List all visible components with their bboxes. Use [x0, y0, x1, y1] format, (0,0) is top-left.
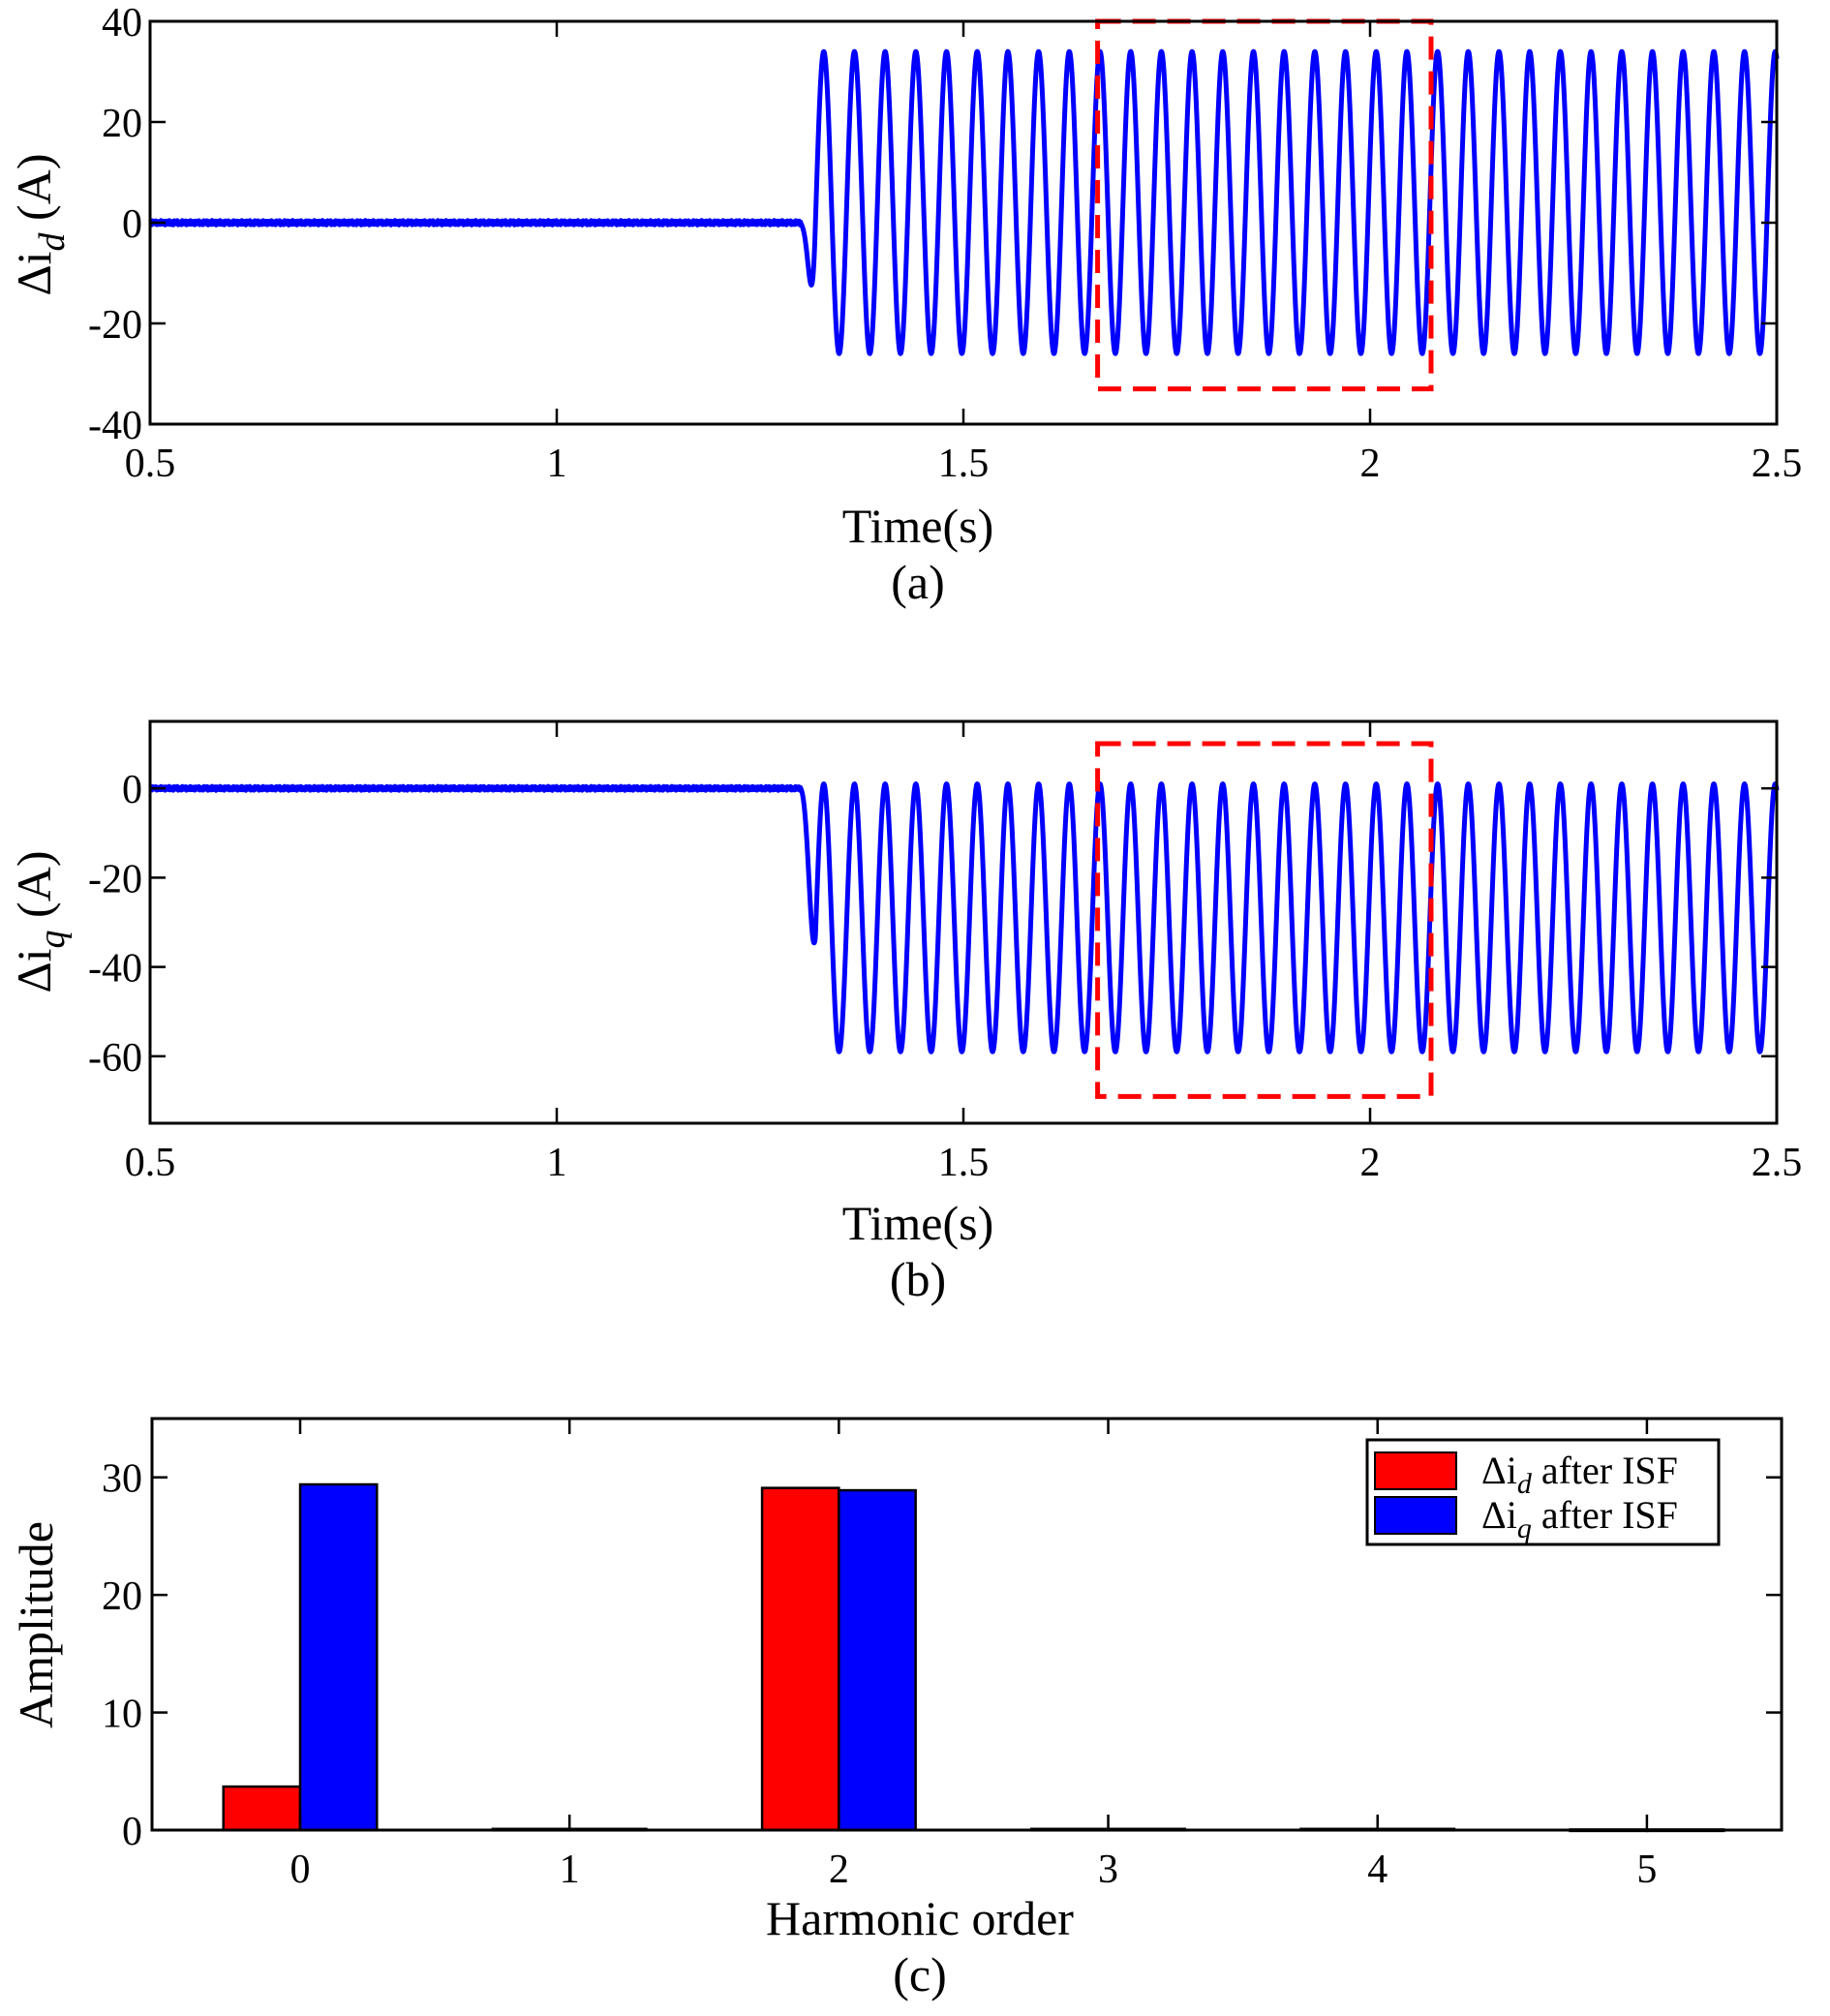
panel-b-time-series: 0.5 1 1.5 2 2.5 -60 -40 -20 0 Time(s) (b) Δiq (A… — [7, 719, 1802, 1306]
panel-b-caption: (b) — [890, 1252, 946, 1306]
legend-label-iq-rest: after ISF — [1532, 1493, 1678, 1537]
legend-label-id: Δid after ISF — [1481, 1449, 1678, 1500]
panel-a-x-axis-label: Time(s) — [842, 499, 994, 553]
panel-b-x-tick-label: 2.5 — [1752, 1141, 1803, 1185]
panel-c-y-tick-label: 20 — [102, 1574, 142, 1619]
panel-a-series-line-0 — [147, 48, 1780, 356]
panel-b-ticks: 0.5 1 1.5 2 2.5 -60 -40 -20 0 — [88, 721, 1802, 1185]
bar-id-order-2 — [760, 1486, 840, 1832]
panel-c-legend: Δid after ISF Δiq after ISF — [1365, 1438, 1721, 1546]
panel-b-y-axis-label: Δiq (A) — [7, 851, 73, 993]
panel-b-x-tick-label: 1.5 — [938, 1141, 990, 1185]
panel-b-y-tick-label: 0 — [122, 768, 142, 812]
panel-c-x-tick-label: 1 — [560, 1848, 580, 1892]
panel-b-y-label-base: Δi — [7, 948, 61, 993]
panel-b-y-tick-label: -20 — [88, 857, 142, 901]
panel-c-ticks: 0 1 2 3 4 5 0 10 20 30 — [102, 1419, 1782, 1892]
panel-c-y-tick-label: 10 — [102, 1693, 142, 1737]
panel-a-x-tick-label: 2.5 — [1752, 442, 1803, 486]
legend-swatch-id — [1374, 1451, 1457, 1490]
panel-a-y-tick-label: 0 — [122, 202, 142, 247]
panel-b-plot-content — [147, 741, 1780, 1099]
legend-label-iq: Δiq after ISF — [1481, 1493, 1678, 1544]
panel-b-x-tick-label: 0.5 — [125, 1141, 176, 1185]
panel-c-y-tick-label: 0 — [122, 1810, 142, 1854]
panel-b-x-tick-label: 1 — [547, 1141, 567, 1185]
panel-a-x-tick-label: 1 — [547, 442, 567, 486]
bar-id-order-0 — [222, 1785, 302, 1832]
panel-a-y-label-unit: (A) — [7, 154, 61, 233]
panel-b-y-tick-label: -40 — [88, 947, 142, 992]
panel-c-x-tick-label: 5 — [1636, 1848, 1657, 1892]
panel-a-y-tick-label: -40 — [88, 404, 142, 448]
legend-label-iq-sub: q — [1517, 1512, 1532, 1544]
panel-a-x-tick-label: 0.5 — [125, 442, 176, 486]
panel-b-series-line-0 — [147, 781, 1780, 1054]
legend-label-iq-base: Δi — [1481, 1493, 1517, 1537]
panel-a-time-series: 0.5 1 1.5 2 2.5 -40 -20 0 20 40 Time(s) (a) Δid (… — [7, 1, 1802, 609]
panel-a-x-tick-label: 1.5 — [938, 442, 990, 486]
panel-b-highlight-box — [1095, 741, 1434, 1099]
panel-a-ticks: 0.5 1 1.5 2 2.5 -40 -20 0 20 40 — [88, 1, 1802, 486]
panel-b-y-label-unit: (A) — [7, 851, 61, 931]
panel-c-x-tick-label: 2 — [829, 1848, 849, 1892]
panel-c-plot-frame — [150, 1417, 1784, 1832]
panel-a-caption: (a) — [891, 555, 945, 609]
panel-a-y-axis-label: Δid (A) — [7, 154, 73, 296]
panel-c-x-tick-label: 0 — [290, 1848, 311, 1892]
panel-c-x-tick-label: 4 — [1367, 1848, 1388, 1892]
bar-iq-order-0 — [298, 1482, 379, 1832]
panel-a-x-tick-label: 2 — [1360, 442, 1381, 486]
legend-label-id-base: Δi — [1481, 1449, 1517, 1492]
panel-a-y-label-base: Δi — [7, 251, 61, 295]
panel-b-x-axis-label: Time(s) — [842, 1196, 994, 1250]
panel-c-y-axis-label: Amplitude — [9, 1521, 63, 1728]
legend-swatch-iq — [1374, 1496, 1457, 1535]
panel-c-y-tick-label: 30 — [102, 1457, 142, 1502]
legend-label-id-rest: after ISF — [1532, 1449, 1678, 1492]
panel-c-x-tick-label: 3 — [1098, 1848, 1118, 1892]
panel-b-y-tick-label: -60 — [88, 1036, 142, 1081]
bar-iq-order-2 — [838, 1488, 917, 1832]
panel-a-plot-content — [147, 18, 1780, 392]
panel-a-y-tick-label: -20 — [88, 303, 142, 348]
panel-a-y-tick-label: 40 — [102, 1, 142, 46]
panel-c-x-axis-label: Harmonic order — [766, 1891, 1074, 1945]
panel-a-y-label-sub: d — [32, 231, 73, 251]
panel-c-caption: (c) — [893, 1947, 947, 2001]
panel-c-bar-chart: 0 1 2 3 4 5 0 10 20 30 Harmonic order (c) Amplitu… — [9, 1417, 1784, 2001]
panel-b-x-tick-label: 2 — [1360, 1141, 1381, 1185]
panel-a-y-tick-label: 20 — [102, 102, 142, 146]
legend-label-id-sub: d — [1517, 1468, 1533, 1500]
panel-b-y-label-sub: q — [32, 930, 73, 948]
